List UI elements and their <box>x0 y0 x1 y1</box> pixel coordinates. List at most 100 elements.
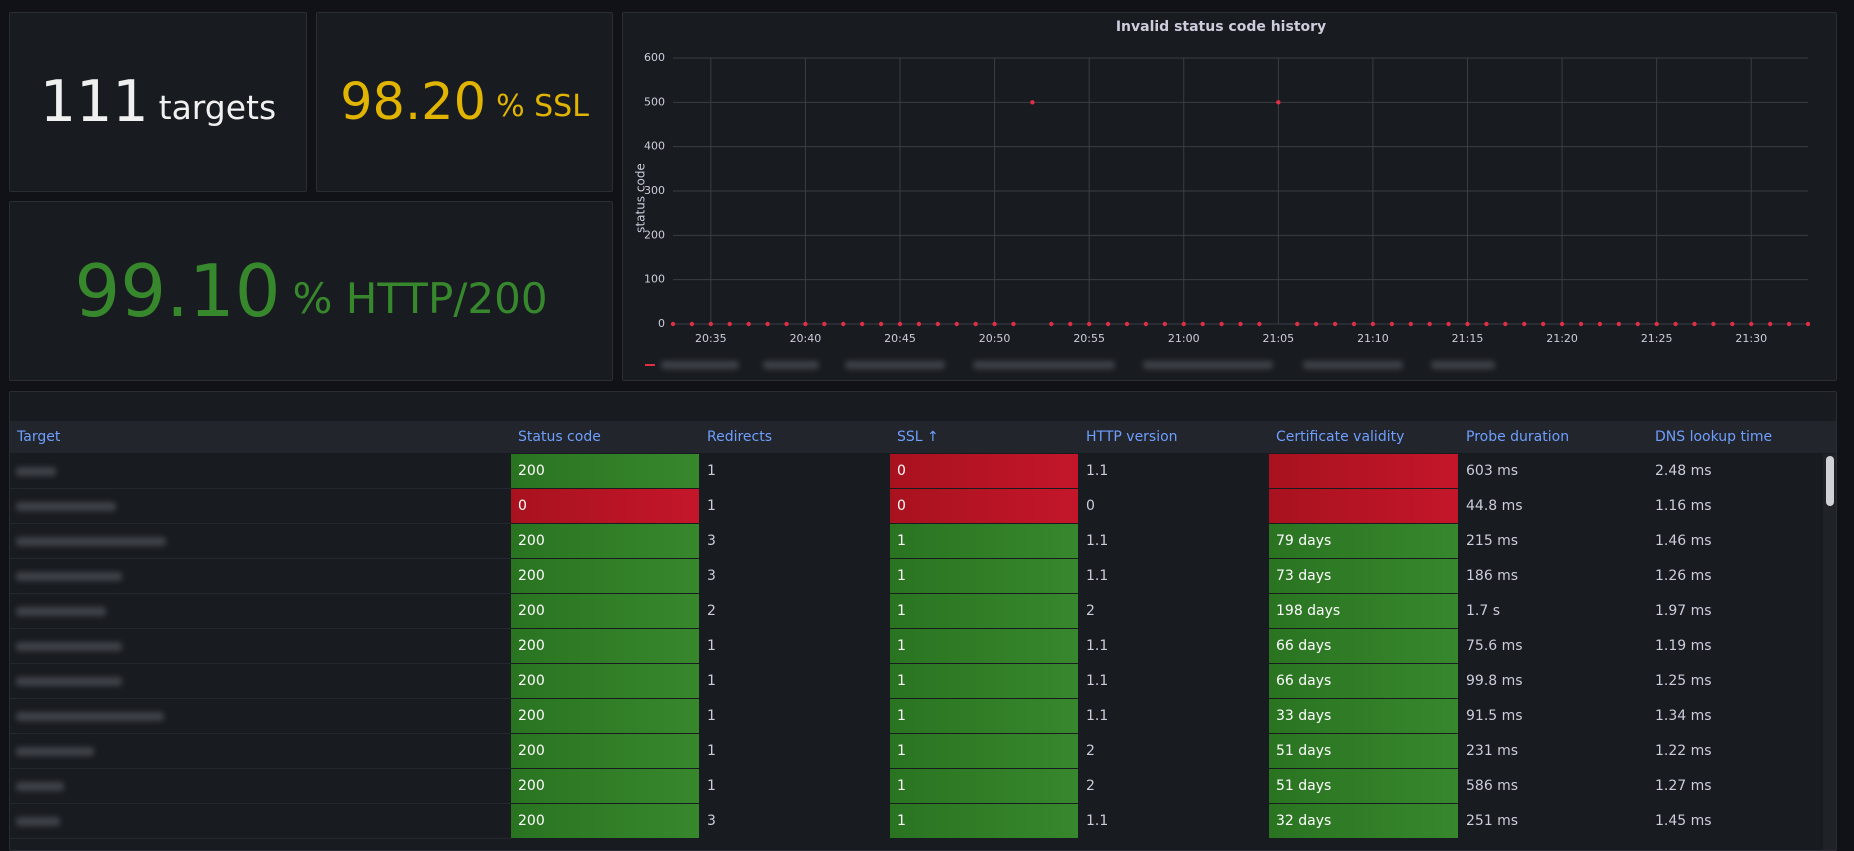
data-point <box>1352 322 1356 326</box>
table-cell: 66 days <box>1269 629 1459 664</box>
column-header[interactable]: Certificate validity <box>1269 421 1459 453</box>
table-cell: 2 <box>1079 769 1269 804</box>
data-point <box>1125 322 1129 326</box>
data-point <box>746 322 750 326</box>
x-tick-label: 20:45 <box>884 332 916 345</box>
data-point <box>1238 322 1242 326</box>
column-header[interactable]: Redirects <box>700 421 890 453</box>
stat-value: 98.20 <box>340 73 486 132</box>
column-header[interactable]: Probe duration <box>1459 421 1648 453</box>
blurred-target <box>16 747 94 756</box>
data-point <box>1446 322 1450 326</box>
data-point <box>1257 322 1261 326</box>
blurred-legend <box>1303 361 1403 369</box>
table-cell: 1 <box>890 699 1079 734</box>
data-point <box>1068 322 1072 326</box>
table-cell: 1 <box>700 734 890 769</box>
scrollbar <box>1823 454 1837 851</box>
table-cell: 1 <box>700 489 890 524</box>
table-cell: 198 days <box>1269 594 1459 629</box>
scrollbar-thumb[interactable] <box>1826 456 1834 506</box>
y-tick-label: 100 <box>644 273 665 286</box>
table-cell: 200 <box>511 454 700 489</box>
table-cell: 91.5 ms <box>1459 699 1648 734</box>
blurred-target <box>16 467 56 476</box>
y-tick-label: 200 <box>644 228 665 241</box>
table-cell: 1.27 ms <box>1648 769 1823 804</box>
table-cell: 200 <box>511 524 700 559</box>
table-cell: 251 ms <box>1459 804 1648 839</box>
x-tick-label: 21:25 <box>1641 332 1673 345</box>
x-tick-label: 21:20 <box>1546 332 1578 345</box>
column-header[interactable]: Status code <box>511 421 700 453</box>
data-point <box>1806 322 1810 326</box>
data-point <box>879 322 883 326</box>
table-cell: 99.8 ms <box>1459 664 1648 699</box>
data-point <box>1390 322 1394 326</box>
blurred-legend <box>1431 361 1495 369</box>
x-tick-label: 21:30 <box>1735 332 1767 345</box>
data-point <box>860 322 864 326</box>
data-point <box>765 322 769 326</box>
stat-panel: 111 targets <box>9 12 307 192</box>
x-tick-label: 21:00 <box>1168 332 1200 345</box>
table-cell: 200 <box>511 734 700 769</box>
data-point <box>822 322 826 326</box>
data-point <box>1163 322 1167 326</box>
table-cell: 186 ms <box>1459 559 1648 594</box>
chart: Invalid status code history status code … <box>623 13 1837 381</box>
table-cell: 51 days <box>1269 769 1459 804</box>
table-cell: 2.48 ms <box>1648 454 1823 489</box>
stat-panel: 99.10 % HTTP/200 <box>9 201 613 381</box>
blurred-target <box>16 712 164 721</box>
data-point <box>671 322 675 326</box>
y-tick-label: 300 <box>644 184 665 197</box>
data-point <box>1465 322 1469 326</box>
table-cell: 1.97 ms <box>1648 594 1823 629</box>
table-cell: 200 <box>511 769 700 804</box>
column-header[interactable]: HTTP version <box>1079 421 1269 453</box>
stat-value: 99.10 <box>74 249 280 333</box>
x-tick-label: 20:35 <box>695 332 727 345</box>
x-tick-label: 20:50 <box>979 332 1011 345</box>
table-cell: 1 <box>700 769 890 804</box>
x-tick-label: 21:10 <box>1357 332 1389 345</box>
data-point <box>1049 322 1053 326</box>
data-point <box>1011 322 1015 326</box>
data-point <box>1560 322 1564 326</box>
table-cell: 1.34 ms <box>1648 699 1823 734</box>
data-point <box>1730 322 1734 326</box>
table-cell: 1.16 ms <box>1648 489 1823 524</box>
table-cell: 215 ms <box>1459 524 1648 559</box>
data-point <box>841 322 845 326</box>
data-point <box>1541 322 1545 326</box>
x-tick-label: 21:15 <box>1452 332 1484 345</box>
table-cell: 1 <box>890 734 1079 769</box>
blurred-legend <box>763 361 819 369</box>
column-header[interactable]: Target <box>10 421 511 453</box>
stat-unit: % HTTP/200 <box>293 274 548 323</box>
stat-unit: targets <box>159 88 277 127</box>
table-cell: 1 <box>700 629 890 664</box>
table-cell: 1 <box>890 804 1079 839</box>
column-header[interactable]: DNS lookup time <box>1648 421 1823 453</box>
x-tick-label: 21:05 <box>1262 332 1294 345</box>
data-point <box>1333 322 1337 326</box>
table-cell: 1.25 ms <box>1648 664 1823 699</box>
data-point <box>690 322 694 326</box>
data-point <box>1182 322 1186 326</box>
blurred-target <box>16 572 122 581</box>
column-header[interactable]: SSL ↑ <box>890 421 1079 453</box>
table-cell: 3 <box>700 559 890 594</box>
stat-unit: % SSL <box>496 89 589 124</box>
blurred-target <box>16 537 166 546</box>
table-cell: 200 <box>511 594 700 629</box>
stat-panel: 98.20 % SSL <box>316 12 613 192</box>
y-tick-label: 400 <box>644 140 665 153</box>
table-cell: 66 days <box>1269 664 1459 699</box>
data-point <box>1636 322 1640 326</box>
table-cell: 0 <box>890 489 1079 524</box>
data-point <box>973 322 977 326</box>
table-cell: 1.22 ms <box>1648 734 1823 769</box>
table-cell: 1.46 ms <box>1648 524 1823 559</box>
